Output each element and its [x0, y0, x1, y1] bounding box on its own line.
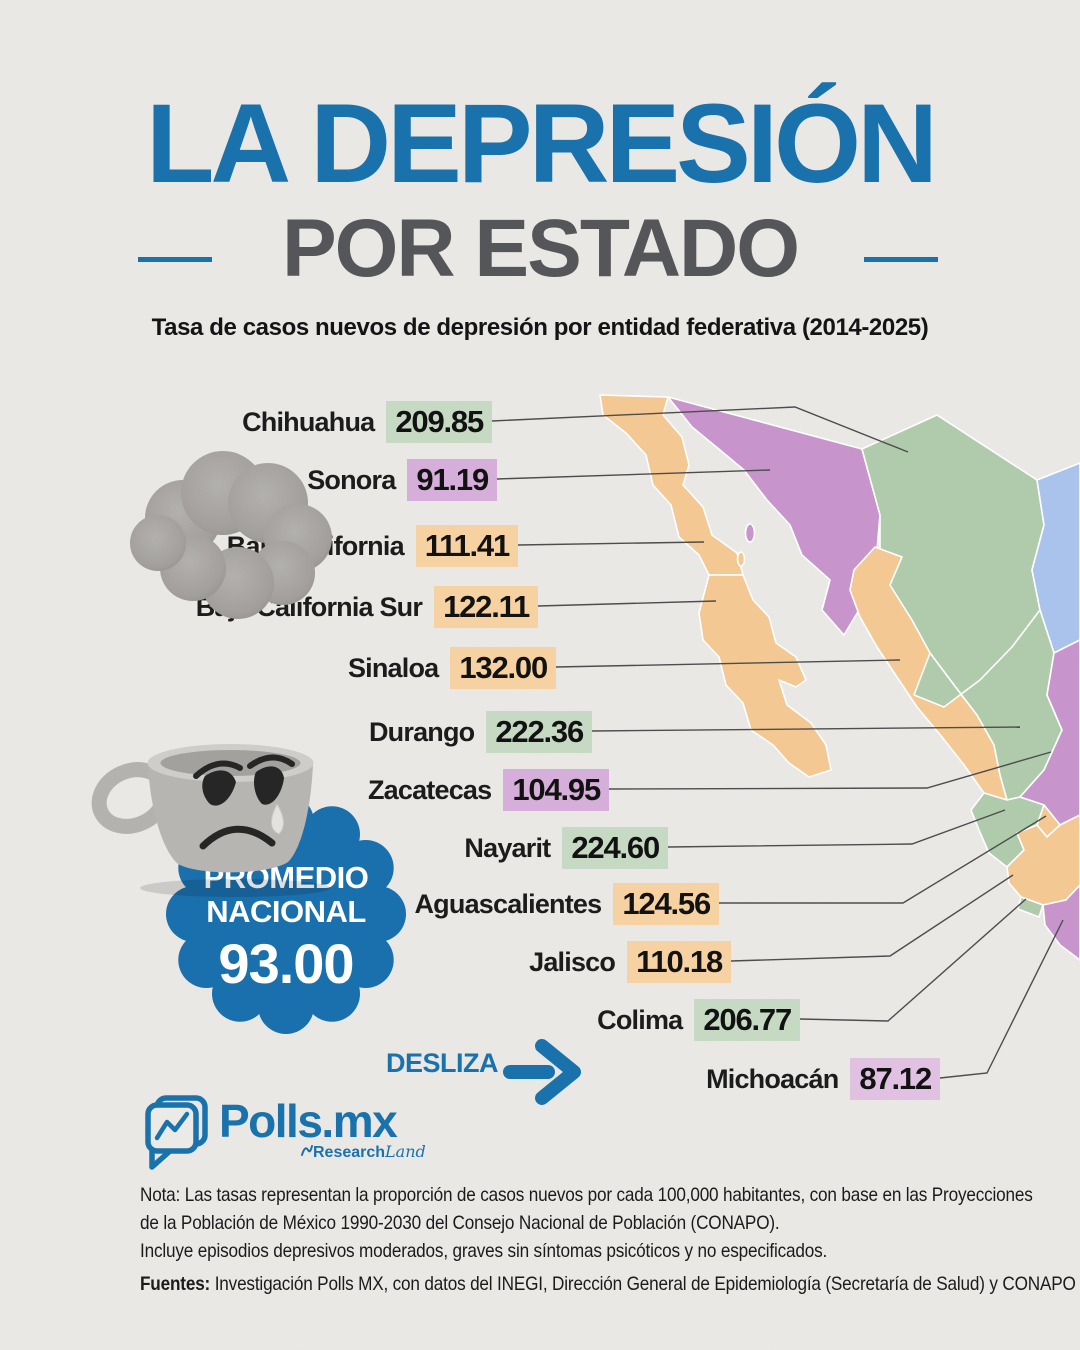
- state-value-box: 111.41: [415, 524, 518, 568]
- note-line-1: Nota: Las tasas representan la proporció…: [140, 1184, 1033, 1206]
- map-region-durango: [913, 609, 1063, 801]
- state-label: Chihuahua: [242, 406, 375, 437]
- footer-notes: Nota: Las tasas representan la proporció…: [140, 1181, 1076, 1298]
- state-value: 224.60: [571, 829, 660, 865]
- note-line-2: de la Población de México 1990-2030 del …: [140, 1212, 780, 1234]
- state-row-michoacan: Michoacán 87.12: [706, 1056, 940, 1102]
- state-value-box: 110.18: [627, 940, 731, 984]
- state-label: Zacatecas: [367, 774, 492, 805]
- state-label: Aguascalientes: [414, 888, 602, 919]
- line-chihuahua: [491, 406, 909, 453]
- page-title: LA DEPRESIÓN: [146, 81, 938, 206]
- map-region-baja-california: [599, 394, 744, 576]
- state-value: 110.18: [636, 943, 723, 979]
- state-value: 104.95: [512, 771, 601, 807]
- map-region-chihuahua: [861, 414, 1045, 708]
- map-region-nayarit: [970, 792, 1045, 868]
- sources-text: Investigación Polls MX, con datos del IN…: [210, 1273, 1076, 1295]
- map-island-angel: [736, 551, 746, 567]
- line-baja-california: [517, 541, 705, 546]
- badge-label-line2: NACIONAL: [206, 894, 366, 929]
- byline-squiggle-icon: [301, 1145, 313, 1156]
- note-line-3: Incluye episodios depresivos moderados, …: [140, 1240, 828, 1262]
- line-zacatecas: [608, 751, 1052, 790]
- state-value: 91.19: [416, 461, 489, 497]
- map-region-jalisco: [1006, 814, 1080, 906]
- state-value-box: 91.19: [407, 458, 497, 502]
- researchland-byline: ResearchLand: [300, 1142, 426, 1162]
- title-dash-left: [138, 257, 212, 262]
- line-sonora: [496, 469, 771, 480]
- state-value: 87.12: [859, 1060, 932, 1096]
- state-label: Durango: [368, 716, 475, 747]
- state-value-box: 104.95: [503, 768, 609, 812]
- swipe-label: DESLIZA: [385, 1048, 499, 1078]
- map-region-colima: [1017, 896, 1044, 918]
- state-row-nayarit: Nayarit 224.60: [464, 825, 668, 871]
- state-row-chihuahua: Chihuahua 209.85: [242, 399, 492, 445]
- chart-subtitle: Tasa de casos nuevos de depresión por en…: [151, 314, 929, 341]
- byline-script: Land: [385, 1142, 426, 1161]
- state-label: Sonora: [307, 464, 396, 495]
- line-jalisco: [730, 874, 1014, 962]
- state-row-zacatecas: Zacatecas 104.95: [368, 767, 609, 813]
- map-region-michoacan: [1042, 884, 1080, 961]
- line-michoacan: [939, 919, 1064, 1079]
- state-value: 122.11: [443, 588, 530, 624]
- state-row-jalisco: Jalisco 110.18: [529, 939, 731, 985]
- state-value: 111.41: [424, 527, 510, 563]
- badge-value: 93.00: [218, 932, 354, 995]
- state-value-box: 224.60: [562, 826, 668, 870]
- line-nayarit: [667, 809, 1006, 848]
- line-colima: [799, 898, 1027, 1022]
- state-row-sinaloa: Sinaloa 132.00: [348, 645, 556, 691]
- line-baja-california-sur: [537, 600, 717, 607]
- state-value-box: 132.00: [450, 646, 556, 690]
- state-value-box: 222.36: [486, 710, 592, 754]
- pollsmx-wordmark: Polls.mx: [219, 1095, 398, 1147]
- state-row-sonora: Sonora 91.19: [307, 457, 497, 503]
- sources-line: Fuentes: Investigación Polls MX, con dat…: [140, 1270, 1076, 1298]
- state-value: 206.77: [703, 1001, 792, 1037]
- sad-mug-illustration: [91, 744, 330, 897]
- cloud-illustration: [130, 451, 332, 619]
- state-value: 209.85: [395, 403, 484, 439]
- state-value: 132.00: [459, 649, 548, 685]
- state-label: Sinaloa: [347, 652, 439, 683]
- state-value-box: 206.77: [694, 998, 800, 1042]
- state-value-box: 122.11: [434, 585, 538, 629]
- pollsmx-logo-icon: [145, 1095, 208, 1170]
- state-value: 124.56: [622, 885, 711, 921]
- state-label: Colima: [597, 1004, 683, 1035]
- state-value-box: 209.85: [386, 400, 492, 444]
- state-row-aguascalientes: Aguascalientes 124.56: [414, 881, 719, 927]
- map-island-tiburon: [744, 523, 756, 543]
- map-region-baja-california-sur: [698, 574, 832, 778]
- title-dash-right: [864, 257, 938, 262]
- line-sinaloa: [555, 659, 901, 668]
- sources-label: Fuentes:: [140, 1273, 211, 1295]
- state-row-colima: Colima 206.77: [597, 997, 800, 1043]
- byline-bold: Research: [313, 1144, 386, 1161]
- line-aguascalientes: [719, 815, 1047, 904]
- line-durango: [591, 726, 1021, 732]
- state-label: Nayarit: [464, 832, 551, 863]
- map-region-zacatecas: [1019, 639, 1080, 826]
- state-label: Michoacán: [706, 1063, 839, 1094]
- state-label: Jalisco: [529, 946, 616, 977]
- map-region-coahuila: [1031, 462, 1080, 654]
- state-value-box: 87.12: [850, 1057, 940, 1101]
- state-row-durango: Durango 222.36: [369, 709, 592, 755]
- state-value: 222.36: [495, 713, 584, 749]
- map-region-sonora: [667, 396, 881, 636]
- map-region-aguascalientes: [1036, 804, 1061, 838]
- page-subtitle-title: POR ESTADO: [281, 203, 800, 294]
- map-region-sinaloa: [849, 546, 1008, 801]
- state-value-box: 124.56: [613, 882, 719, 926]
- swipe-arrow-icon[interactable]: [500, 1033, 595, 1113]
